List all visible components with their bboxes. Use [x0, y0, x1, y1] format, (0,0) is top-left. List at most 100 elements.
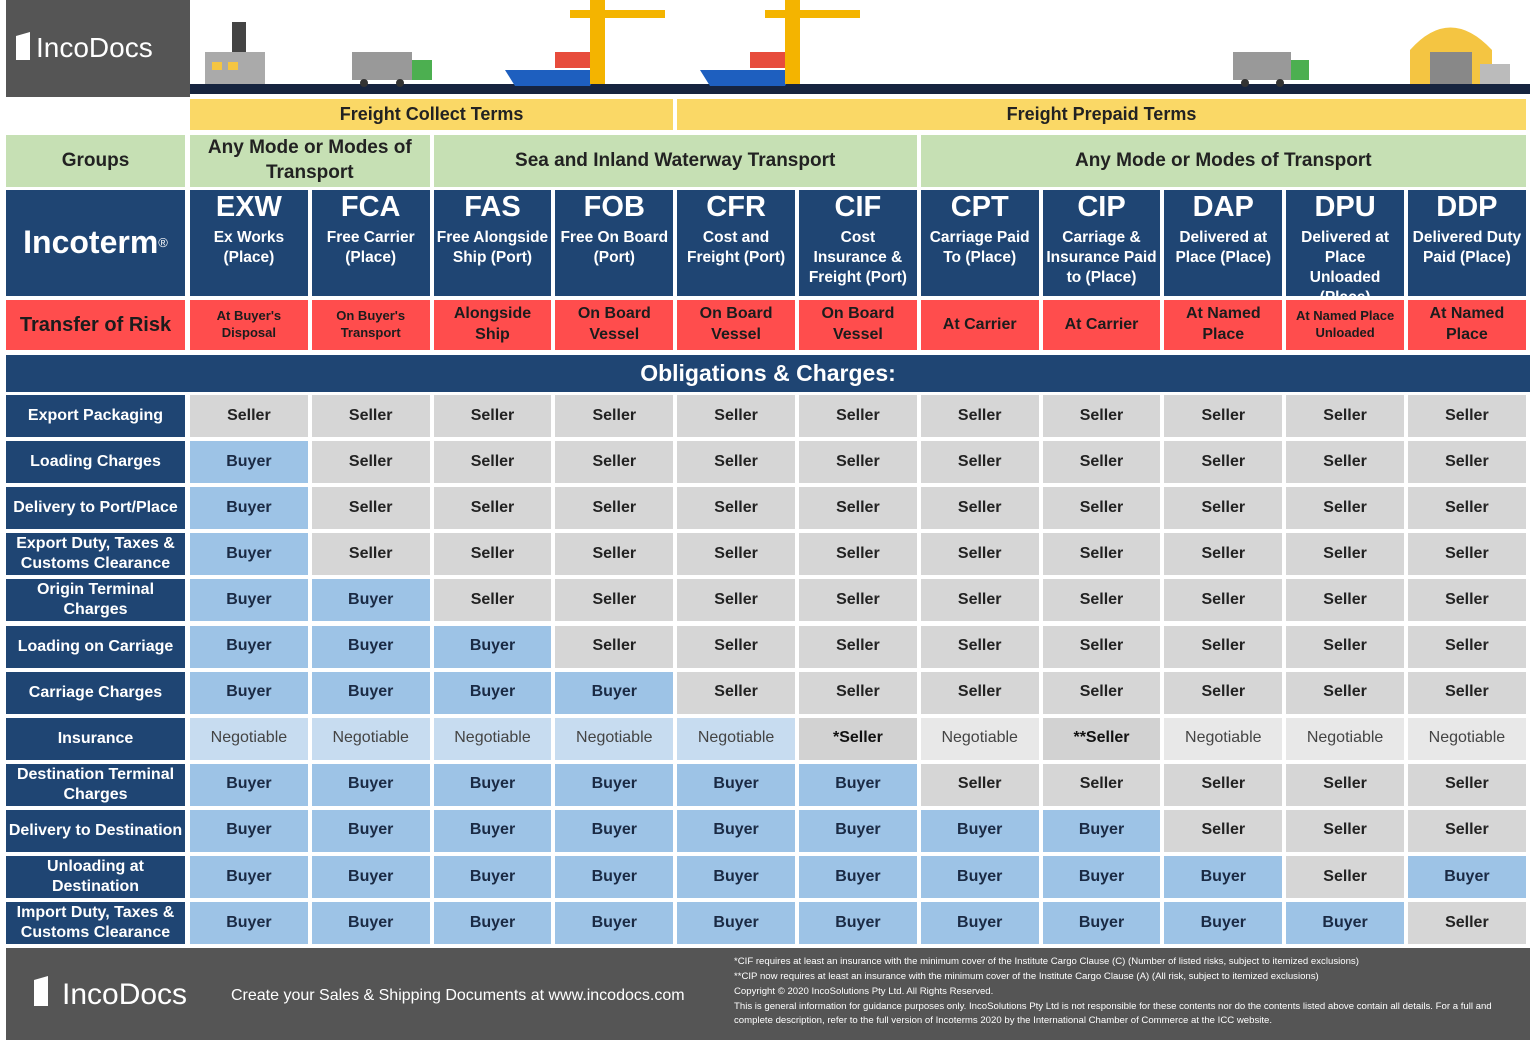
incoterm-name: Delivered Duty Paid (Place): [1408, 226, 1526, 296]
warehouse: [1410, 27, 1510, 84]
obligation-cell: Buyer: [1042, 856, 1161, 898]
risk-cell: Alongside Ship: [433, 300, 552, 350]
obligation-cell: Buyer: [555, 902, 674, 945]
obligation-cell: Seller: [1042, 625, 1161, 668]
footer-note: *CIF requires at least an insurance with…: [734, 956, 1359, 967]
incoterm-name: Free On Board (Port): [555, 226, 674, 296]
obligation-cell: Buyer: [920, 856, 1039, 898]
footer-note: **CIP now requires at least an insurance…: [734, 970, 1319, 982]
incoterm-name: Free Carrier (Place): [311, 226, 430, 296]
logo-box: [6, 0, 190, 97]
row-label: Export Duty, Taxes & Customs Clearance: [6, 533, 185, 576]
obligation-cell: Seller: [799, 441, 917, 484]
obligation-cell: Negotiable: [190, 717, 308, 760]
registered-mark: ®: [158, 234, 168, 250]
risk-cell: At Carrier: [920, 300, 1039, 350]
obligation-cell: Buyer: [190, 441, 308, 484]
incoterm-name: Carriage & Insurance Paid to (Place): [1042, 226, 1161, 296]
obligation-cell: Negotiable: [433, 717, 552, 760]
obligation-cell: Seller: [677, 395, 795, 437]
obligation-cell: Seller: [799, 533, 917, 576]
obligation-cell: Seller: [311, 441, 430, 484]
obligation-cell: *Seller: [799, 717, 917, 760]
ship: [505, 0, 665, 86]
incoterm-code: FCA: [311, 190, 430, 226]
obligation-cell: Seller: [1408, 902, 1526, 945]
obligation-cell: Buyer: [555, 809, 674, 852]
incoterm-name: Delivered at Place (Place): [1164, 226, 1283, 296]
obligation-cell: Seller: [1408, 487, 1526, 530]
obligation-cell: Buyer: [1042, 902, 1161, 945]
obligation-cell: Seller: [920, 441, 1039, 484]
incoterm-label-text: Incoterm: [23, 224, 159, 261]
obligation-cell: Seller: [677, 533, 795, 576]
obligation-cell: Seller: [190, 395, 308, 437]
obligation-cell: Seller: [1408, 395, 1526, 437]
incoterm-code: FOB: [555, 190, 674, 226]
obligation-cell: Negotiable: [555, 717, 674, 760]
obligation-cell: Seller: [1286, 671, 1404, 714]
obligation-cell: Seller: [1286, 395, 1404, 437]
truck: [1233, 52, 1309, 87]
risk-cell: On Board Vessel: [677, 300, 795, 350]
obligation-cell: Seller: [1164, 809, 1283, 852]
obligation-cell: Seller: [1408, 441, 1526, 484]
obligation-cell: Buyer: [677, 856, 795, 898]
obligation-cell: Seller: [433, 579, 552, 622]
obligation-cell: Seller: [1164, 579, 1283, 622]
row-label: Unloading at Destination: [6, 856, 185, 898]
obligation-cell: Seller: [1408, 533, 1526, 576]
obligation-cell: Buyer: [1164, 902, 1283, 945]
group: Any Mode or Modes of Transport: [190, 135, 430, 187]
obligation-cell: Negotiable: [920, 717, 1039, 760]
obligation-cell: Buyer: [190, 625, 308, 668]
obligation-cell: Negotiable: [1164, 717, 1283, 760]
incoterm-name: Cost and Freight (Port): [677, 226, 795, 296]
obligation-cell: Seller: [1042, 671, 1161, 714]
obligation-cell: Buyer: [311, 902, 430, 945]
obligation-cell: Seller: [920, 533, 1039, 576]
obligation-cell: Seller: [1042, 395, 1161, 437]
truck: [352, 52, 432, 87]
risk-cell: At Carrier: [1042, 300, 1161, 350]
row-label: Origin Terminal Charges: [6, 579, 185, 622]
obligation-cell: Seller: [555, 625, 674, 668]
risk-cell: On Buyer's Transport: [311, 300, 430, 350]
obligation-cell: Buyer: [433, 625, 552, 668]
footer-tagline: Create your Sales & Shipping Documents a…: [231, 986, 685, 1004]
obligation-cell: Buyer: [433, 856, 552, 898]
obligation-cell: Seller: [1408, 625, 1526, 668]
risk-cell: At Named Place: [1408, 300, 1526, 350]
obligation-cell: Seller: [677, 671, 795, 714]
risk-cell: On Board Vessel: [555, 300, 674, 350]
obligation-cell: Buyer: [190, 856, 308, 898]
obligation-cell: Seller: [555, 579, 674, 622]
obligation-cell: Buyer: [433, 809, 552, 852]
obligation-cell: Seller: [920, 671, 1039, 714]
obligation-cell: Seller: [799, 395, 917, 437]
obligation-cell: Seller: [799, 671, 917, 714]
footer-notes: *CIF requires at least an insurance with…: [734, 955, 1529, 1037]
incoterm-label: Incoterm ®: [6, 190, 185, 296]
row-label: Insurance: [6, 717, 185, 760]
obligation-cell: Buyer: [190, 579, 308, 622]
obligation-cell: Buyer: [190, 533, 308, 576]
obligation-cell: Buyer: [311, 763, 430, 806]
obligation-cell: Buyer: [190, 902, 308, 945]
row-label: Import Duty, Taxes & Customs Clearance: [6, 902, 185, 945]
footer-bg: [6, 948, 1530, 1040]
obligation-cell: Buyer: [190, 671, 308, 714]
row-label: Carriage Charges: [6, 671, 185, 714]
obligation-cell: Buyer: [1408, 856, 1526, 898]
obligation-cell: Buyer: [190, 763, 308, 806]
footer-logo-icon: [34, 976, 48, 1006]
incoterm-code: DAP: [1164, 190, 1283, 226]
obligation-cell: Buyer: [920, 902, 1039, 945]
obligation-cell: Seller: [555, 533, 674, 576]
row-label: Export Packaging: [6, 395, 185, 437]
risk-cell: At Named Place: [1164, 300, 1283, 350]
row-label: Delivery to Destination: [6, 809, 185, 852]
obligation-cell: Seller: [1042, 441, 1161, 484]
incoterm-name: Ex Works (Place): [190, 226, 308, 296]
